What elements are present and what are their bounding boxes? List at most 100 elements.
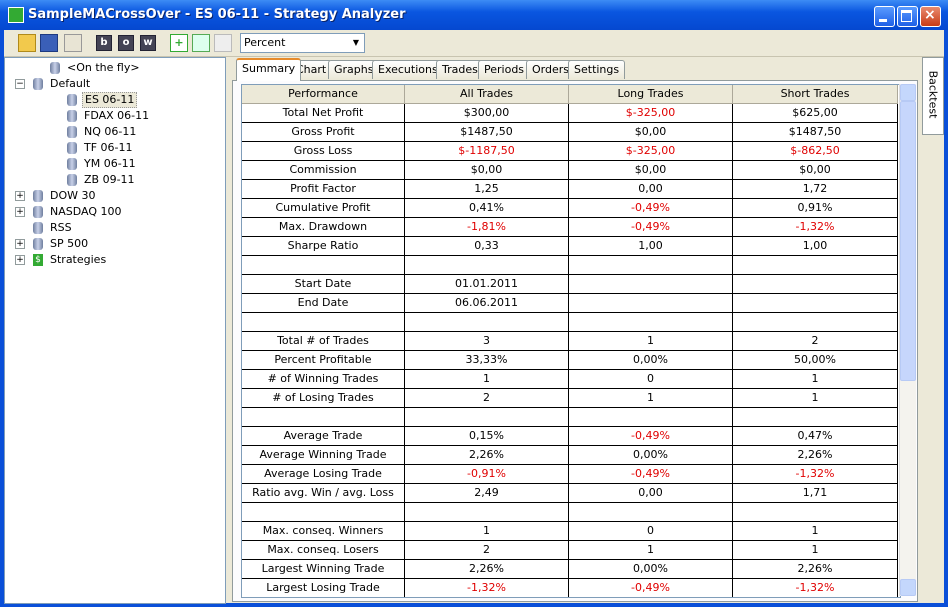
tree-node[interactable]: RSS: [5, 220, 223, 236]
scroll-thumb[interactable]: [900, 101, 916, 381]
tree-node[interactable]: + SP 500: [5, 236, 223, 252]
table-cell: 3: [405, 332, 569, 351]
tab[interactable]: Graphs: [328, 60, 380, 79]
tree-expander[interactable]: −: [15, 79, 25, 89]
tree-node[interactable]: + NASDAQ 100: [5, 204, 223, 220]
table-cell: 1: [569, 332, 733, 351]
edit-button[interactable]: [192, 34, 210, 52]
scroll-up[interactable]: [900, 84, 916, 101]
view-dropdown[interactable]: Percent ▼: [240, 33, 365, 53]
tree-label: SP 500: [50, 237, 89, 250]
minimize-button[interactable]: [874, 6, 895, 27]
remove-button[interactable]: [214, 34, 232, 52]
scrollbar[interactable]: [899, 84, 916, 596]
save-button[interactable]: [40, 34, 58, 52]
scroll-down[interactable]: [900, 579, 916, 596]
tree-expander[interactable]: +: [15, 255, 25, 265]
empty-cell: [569, 275, 733, 294]
tab[interactable]: Settings: [568, 60, 626, 79]
empty-cell: [569, 408, 733, 427]
tree-label: Strategies: [50, 253, 107, 266]
tab[interactable]: Orders: [526, 60, 575, 79]
report-button[interactable]: o: [118, 35, 134, 51]
tree-node[interactable]: <On the fly>: [5, 60, 223, 76]
tree-label: RSS: [50, 221, 72, 234]
table-cell: -1,32%: [733, 579, 898, 597]
tree-label: ZB 09-11: [84, 173, 135, 186]
table-cell: $0,00: [569, 161, 733, 180]
empty-cell: [405, 408, 569, 427]
tree-expander[interactable]: +: [15, 239, 25, 249]
app-icon: [8, 7, 24, 23]
tree-node[interactable]: + DOW 30: [5, 188, 223, 204]
open-button[interactable]: [18, 34, 36, 52]
tree-node[interactable]: ZB 09-11: [5, 172, 223, 188]
tree-node[interactable]: ES 06-11: [5, 92, 223, 108]
table-cell: 1: [569, 541, 733, 560]
tab[interactable]: Summary: [236, 58, 302, 81]
database-icon: [67, 158, 77, 170]
table-cell: 0,47%: [733, 427, 898, 446]
tree-node[interactable]: YM 06-11: [5, 156, 223, 172]
empty-cell: [733, 408, 898, 427]
tab[interactable]: Executions: [372, 60, 444, 79]
tree-expander[interactable]: +: [15, 191, 25, 201]
table-cell: 1,71: [733, 484, 898, 503]
table-cell: 2: [733, 332, 898, 351]
report-button[interactable]: b: [96, 35, 112, 51]
instrument-tree: <On the fly> − Default ES 06-11 FDAX 06-11 NQ…: [4, 57, 226, 604]
tree-node[interactable]: FDAX 06-11: [5, 108, 223, 124]
column-header[interactable]: Performance: [242, 85, 405, 104]
analyzer-panel: Performance All Trades Long Trades Short Tr…: [230, 57, 918, 602]
database-icon: [50, 62, 60, 74]
table-cell: End Date: [242, 294, 405, 313]
table-cell: $625,00: [733, 104, 898, 123]
tab[interactable]: Periods: [478, 60, 531, 79]
table-cell: 1: [733, 389, 898, 408]
table-cell: 0,33: [405, 237, 569, 256]
side-tab[interactable]: Backtest: [922, 57, 944, 135]
tree-expander[interactable]: +: [15, 207, 25, 217]
tree-node[interactable]: NQ 06-11: [5, 124, 223, 140]
table-cell: Max. Drawdown: [242, 218, 405, 237]
table-cell: -1,81%: [405, 218, 569, 237]
table-cell: 2,26%: [733, 560, 898, 579]
table-cell: # of Winning Trades: [242, 370, 405, 389]
tool-button[interactable]: [64, 34, 82, 52]
column-header[interactable]: Long Trades: [569, 85, 733, 104]
table-cell: 33,33%: [405, 351, 569, 370]
report-button[interactable]: w: [140, 35, 156, 51]
table-cell: 1: [405, 370, 569, 389]
tree-node[interactable]: TF 06-11: [5, 140, 223, 156]
table-cell: 1: [569, 389, 733, 408]
empty-cell: [733, 294, 898, 313]
database-icon: [33, 206, 43, 218]
column-header[interactable]: Short Trades: [733, 85, 898, 104]
add-button[interactable]: +: [170, 34, 188, 52]
table-cell: 0,15%: [405, 427, 569, 446]
maximize-button[interactable]: [897, 6, 918, 27]
table-cell: 1,25: [405, 180, 569, 199]
close-button[interactable]: ×: [920, 6, 941, 27]
tab[interactable]: Trades: [436, 60, 484, 79]
table-cell: $0,00: [733, 161, 898, 180]
table-cell: 0,00%: [569, 560, 733, 579]
table-cell: Profit Factor: [242, 180, 405, 199]
tree-label: Default: [50, 77, 91, 90]
database-icon: [67, 110, 77, 122]
table-cell: 2,26%: [405, 560, 569, 579]
table-cell: -0,49%: [569, 465, 733, 484]
table-cell: Start Date: [242, 275, 405, 294]
tree-node[interactable]: − Default: [5, 76, 223, 92]
summary-table: Performance All Trades Long Trades Short Tr…: [241, 84, 901, 598]
table-cell: $-325,00: [569, 104, 733, 123]
column-header[interactable]: All Trades: [405, 85, 569, 104]
table-cell: $-862,50: [733, 142, 898, 161]
table-cell: 0: [569, 370, 733, 389]
tree-node[interactable]: + $ Strategies: [5, 252, 223, 268]
table-cell: $1487,50: [733, 123, 898, 142]
table-cell: 1: [733, 370, 898, 389]
database-icon: [33, 190, 43, 202]
